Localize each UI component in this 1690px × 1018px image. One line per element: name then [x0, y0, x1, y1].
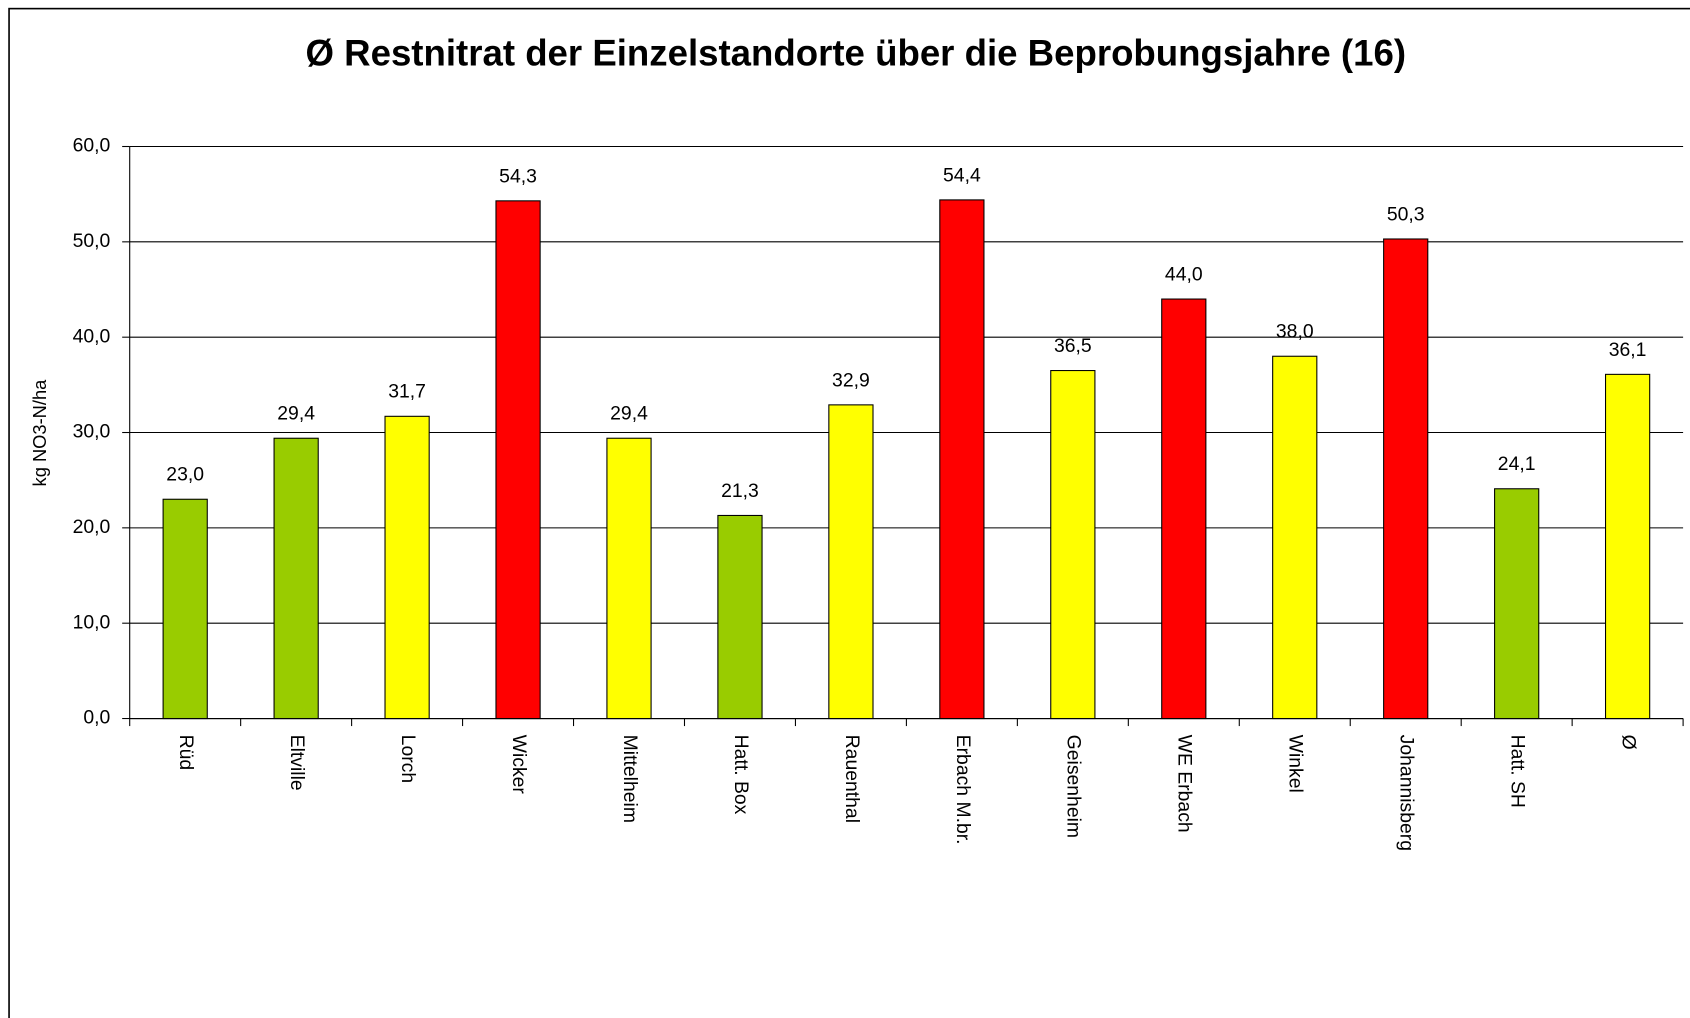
data-label: 54,4	[943, 164, 981, 186]
bar	[606, 437, 652, 720]
y-tick-label: 20,0	[73, 516, 111, 538]
bar	[1604, 373, 1651, 720]
y-tick-label: 0,0	[83, 707, 110, 729]
x-tick-label: Johannisberg	[1396, 735, 1418, 851]
bar	[1383, 238, 1429, 720]
data-label: 36,5	[1054, 335, 1092, 357]
data-label: 21,3	[721, 480, 759, 502]
data-label: 23,0	[166, 464, 204, 486]
y-tick-label: 40,0	[73, 325, 111, 347]
x-tick-label: Rauenthal	[841, 735, 863, 823]
x-tick-label: Geisenheim	[1063, 735, 1085, 838]
data-label: 29,4	[277, 403, 315, 425]
bar	[1161, 298, 1207, 720]
data-label: 31,7	[388, 381, 426, 403]
x-tick-label: Eltville	[286, 735, 308, 791]
data-label: 36,1	[1609, 339, 1647, 361]
bar	[162, 498, 208, 720]
data-label: 38,0	[1276, 321, 1314, 343]
x-tick-label: WE Erbach	[1174, 735, 1196, 833]
data-label: 32,9	[832, 369, 870, 391]
bar	[828, 404, 874, 720]
y-tick-label: 30,0	[73, 421, 111, 443]
data-label: 24,1	[1498, 453, 1536, 475]
data-label: 54,3	[499, 165, 537, 187]
x-tick-label: Ø	[1617, 735, 1639, 750]
x-tick-label: Hatt. SH	[1507, 735, 1529, 808]
data-label: 50,3	[1387, 203, 1425, 225]
y-tick-label: 50,0	[73, 230, 111, 252]
bar	[1050, 370, 1096, 720]
x-tick-label: Erbach M.br.	[952, 735, 974, 845]
bar	[273, 437, 319, 720]
bar	[384, 415, 430, 720]
data-label: 29,4	[610, 403, 648, 425]
y-axis-label: kg NO3-N/ha	[29, 379, 50, 487]
bar	[1272, 355, 1318, 720]
x-tick-label: Mittelheim	[619, 735, 641, 823]
y-tick-label: 10,0	[73, 611, 111, 633]
y-tick-label: 60,0	[73, 135, 111, 157]
chart-title: Ø Restnitrat der Einzelstandorte über di…	[306, 33, 1407, 74]
bar	[717, 514, 763, 720]
x-tick-label: Hatt. Box	[730, 735, 752, 815]
bar	[939, 199, 985, 720]
bar	[1494, 488, 1540, 720]
data-label: 44,0	[1165, 263, 1203, 285]
bar	[495, 200, 541, 720]
x-tick-label: Lorch	[397, 735, 419, 783]
x-tick-label: Wicker	[508, 735, 530, 795]
x-tick-label: Rüd	[175, 735, 197, 771]
x-tick-label: Winkel	[1285, 735, 1307, 793]
